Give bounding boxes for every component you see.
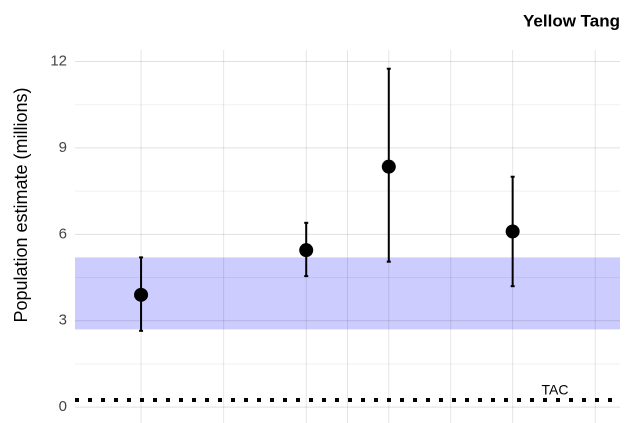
y-tick-label: 0 bbox=[59, 398, 67, 415]
chart-title: Yellow Tang bbox=[523, 11, 620, 30]
point bbox=[134, 287, 149, 302]
y-tick-label: 6 bbox=[59, 225, 67, 242]
y-axis-label: Population estimate (millions) bbox=[11, 87, 31, 322]
reference-label: TAC bbox=[542, 382, 569, 398]
point bbox=[505, 224, 520, 239]
tac-band bbox=[75, 257, 620, 330]
y-tick-label: 3 bbox=[59, 312, 67, 329]
y-tick-label: 9 bbox=[59, 139, 67, 156]
point bbox=[381, 159, 396, 174]
y-tick-label: 12 bbox=[50, 52, 67, 69]
point bbox=[299, 243, 314, 258]
